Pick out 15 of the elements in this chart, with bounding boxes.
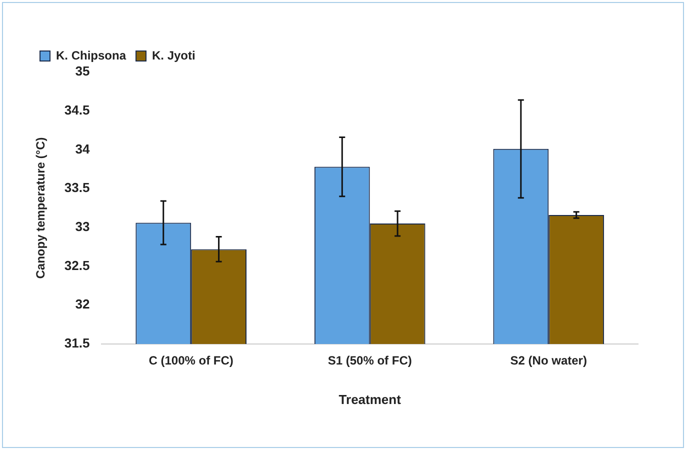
- x-tick-label: S1 (50% of FC): [328, 354, 412, 368]
- x-axis-title: Treatment: [338, 392, 402, 407]
- y-tick-label: 34.5: [64, 102, 90, 118]
- y-tick-label: 32.5: [64, 258, 90, 273]
- y-tick-label: 35: [75, 64, 90, 79]
- y-tick-label: 34: [75, 141, 90, 156]
- y-tick-label: 33: [75, 219, 90, 234]
- y-tick-label: 32: [75, 296, 90, 312]
- x-tick-label: S2 (No water): [510, 354, 587, 368]
- legend-label: K. Chipsona: [56, 48, 126, 62]
- y-tick-label: 31.5: [64, 336, 90, 351]
- x-tick-label: C (100% of FC): [148, 354, 234, 368]
- y-axis-title: Canopy temperature (°C): [34, 137, 48, 279]
- y-tick-label: 33.5: [64, 180, 90, 196]
- legend-label: K. Jyoti: [152, 48, 196, 62]
